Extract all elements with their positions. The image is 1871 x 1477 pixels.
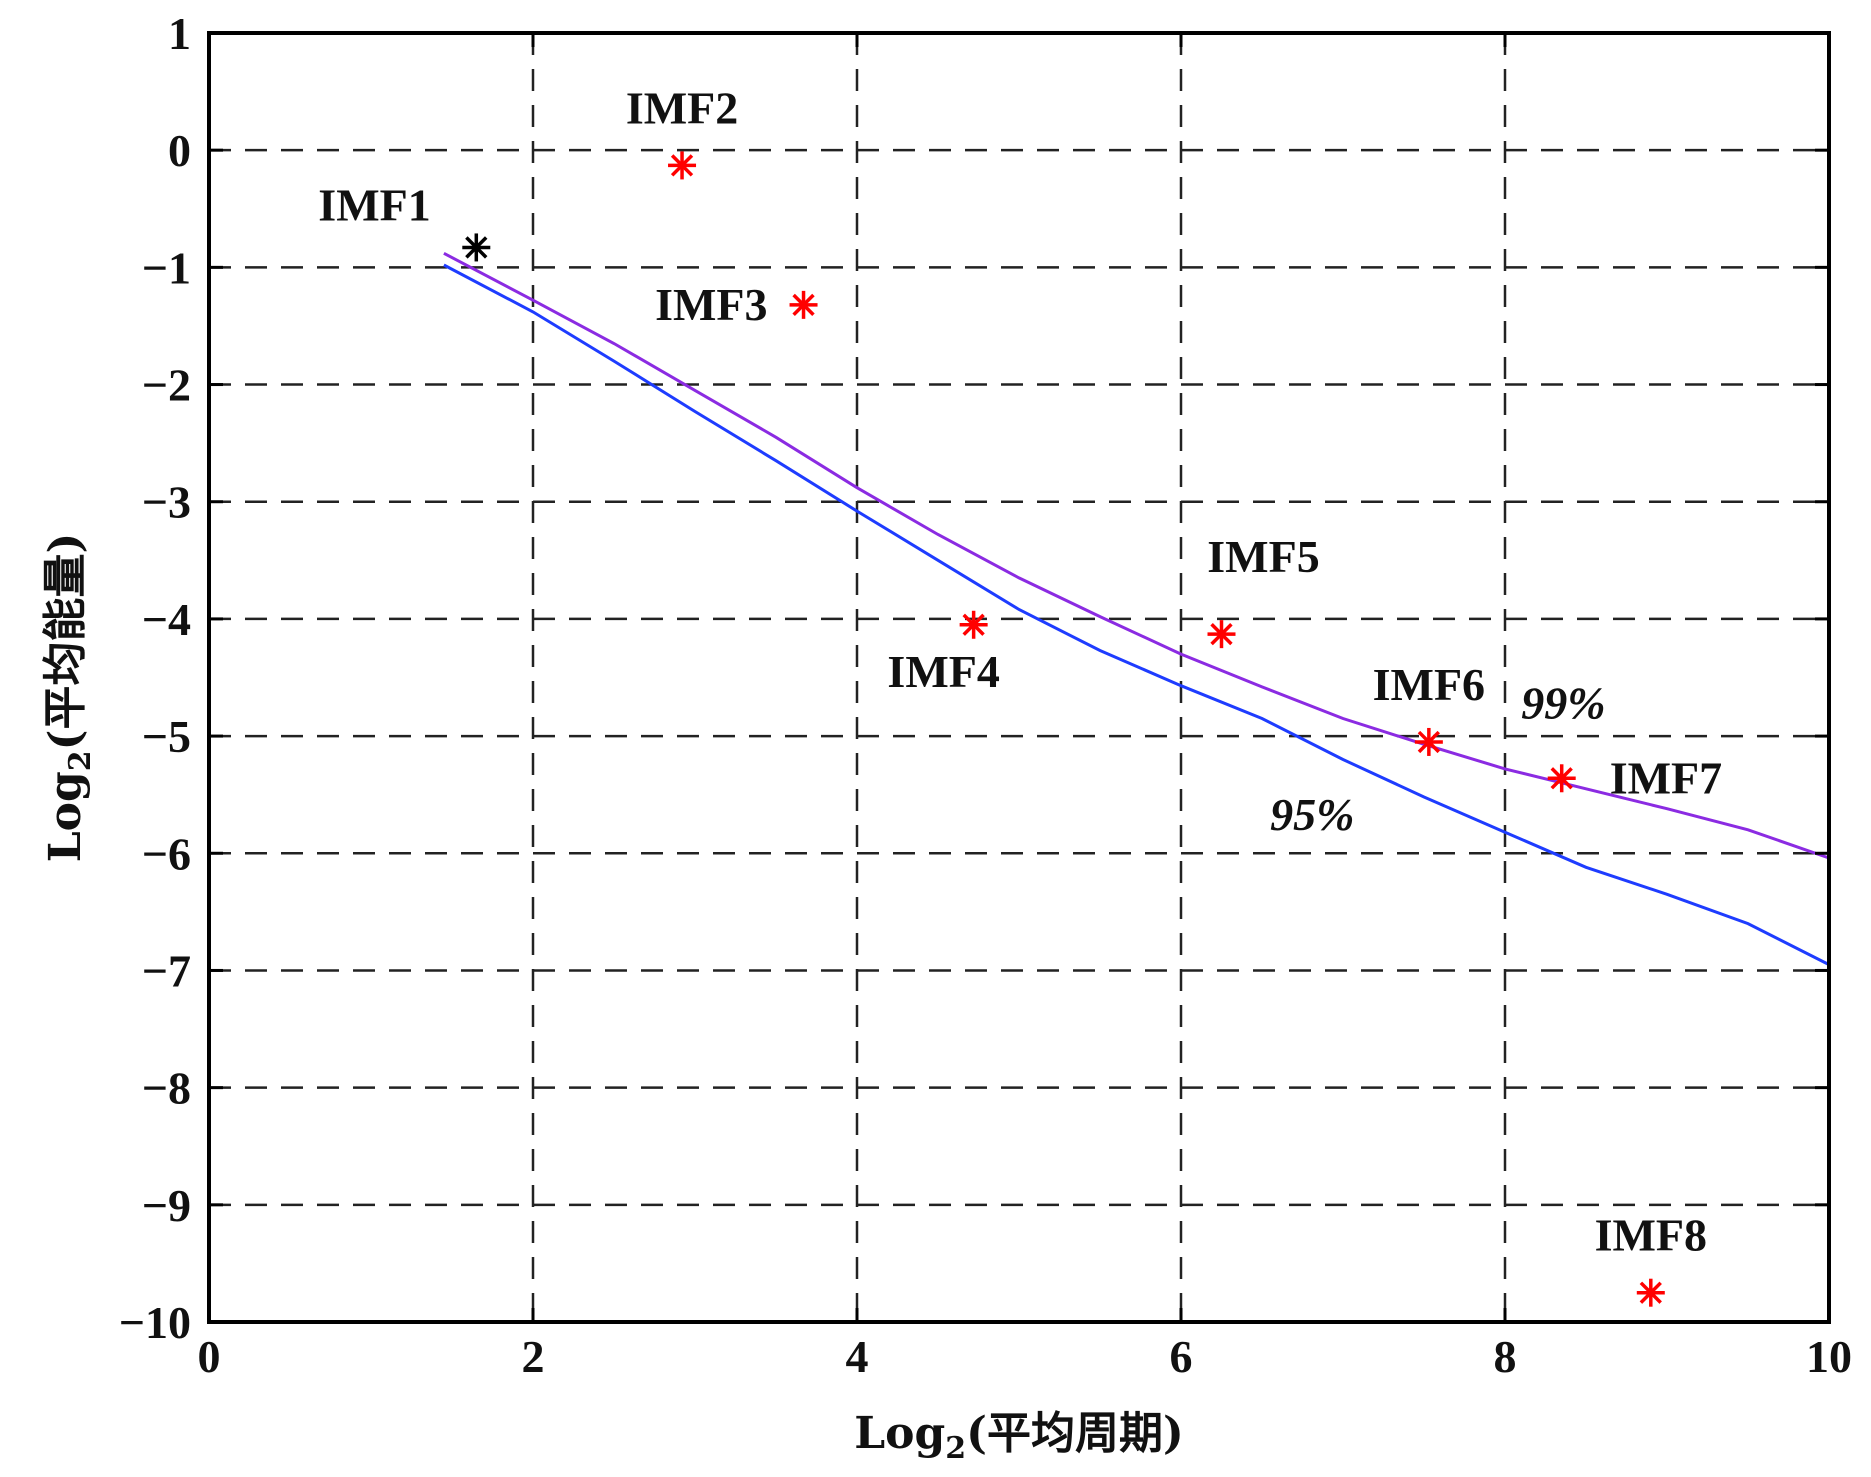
y-tick-label: 0 [168,125,191,176]
point-label-imf3: IMF3 [655,279,767,330]
x-tick-label: 0 [198,1331,221,1382]
confidence-curve-99 [443,251,1830,860]
asterisk-stroke [670,154,694,177]
x-axis-title-base: Log [854,1408,945,1459]
marker-imf6 [1414,727,1443,756]
y-tick-label: −3 [142,477,191,528]
point-label-imf5: IMF5 [1207,531,1319,582]
point-label-imf4: IMF4 [887,646,999,697]
point-label-imf8: IMF8 [1595,1210,1707,1261]
x-tick-label: 6 [1170,1331,1193,1382]
confidence-curve-95 [443,263,1830,966]
x-tick-label: 2 [522,1331,545,1382]
y-tick-label: 1 [168,8,191,59]
x-axis-title-subscript: 2 [945,1431,966,1466]
x-tick-label: 10 [1806,1331,1852,1382]
y-axis-title: Log2(平均能量) [40,533,98,863]
curve-label-99: 99% [1521,678,1605,729]
y-axis-title-base: Log [40,771,91,862]
grid-lines [209,33,1829,1322]
y-axis-title-subscript: 2 [63,750,98,771]
plot-frame [207,31,1831,1324]
x-axis-title: Log2(平均周期) [854,1408,1184,1466]
marker-imf5 [1207,620,1236,649]
x-tick-label: 8 [1494,1331,1517,1382]
marker-imf7 [1547,764,1576,793]
marker-imf8 [1636,1278,1665,1307]
asterisk-stroke [1639,1281,1662,1304]
x-axis-title-rest: (平均周期) [966,1408,1184,1459]
marker-imf1 [462,233,491,262]
asterisk-stroke [1210,623,1233,646]
y-tick-label: −7 [142,945,191,996]
y-tick-label: −5 [142,711,191,762]
point-label-imf2: IMF2 [626,82,738,133]
asterisk-stroke [1550,767,1573,790]
asterisk-stroke [1417,730,1440,754]
point-label-imf7: IMF7 [1610,752,1722,803]
y-tick-label: −8 [142,1063,191,1114]
marker-imf3 [789,290,818,319]
y-tick-label: −2 [142,360,191,411]
curve-label-95: 95% [1270,789,1354,840]
y-tick-label: −6 [142,828,191,879]
y-tick-label: −4 [142,594,191,645]
data-points: IMF1 IMF2 IMF3 IMF4 IMF5 IMF6 IMF7 IMF8 [318,82,1722,1307]
marker-imf2 [668,151,697,180]
x-tick-label: 4 [846,1331,869,1382]
marker-imf4 [959,610,988,639]
point-label-imf6: IMF6 [1373,659,1485,710]
confidence-curves: 99% 95% [443,251,1830,966]
y-tick-label: −1 [142,242,191,293]
y-tick-label: −9 [142,1180,191,1231]
asterisk-stroke [962,613,985,636]
asterisk-stroke [465,236,488,259]
point-label-imf1: IMF1 [318,179,430,230]
y-tick-label: −10 [119,1297,191,1348]
y-axis-title-rest: (平均能量) [40,533,91,751]
asterisk-stroke [792,293,815,316]
